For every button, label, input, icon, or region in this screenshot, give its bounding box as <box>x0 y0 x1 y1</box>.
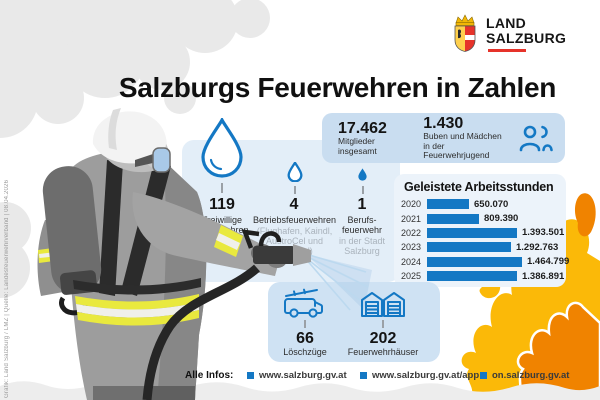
chart-year-label: 2022 <box>401 227 422 238</box>
chart-year-label: 2025 <box>401 271 422 282</box>
chart-value-label: 1.464.799 <box>527 256 570 268</box>
page-title: Salzburgs Feuerwehren in Zahlen <box>118 72 557 103</box>
professional-brigade-label: Berufs- feuerwehr <box>341 215 383 235</box>
footer-link-web-text[interactable]: www.salzburg.gv.at <box>259 370 347 381</box>
chart-bar <box>427 271 517 282</box>
square-bullet-icon <box>480 372 487 379</box>
credit-source-text: Grafik: Land Salzburg / LMZ | Quelle: La… <box>4 179 10 398</box>
tick-line <box>382 320 384 328</box>
chart-year-label: 2023 <box>401 242 422 253</box>
fire-station-icon <box>361 292 405 317</box>
chart-bar <box>427 242 511 253</box>
company-brigade-label: Betriebsfeuerwehren <box>252 215 337 225</box>
engine-label: Löschzüge <box>283 347 327 357</box>
chart-year-label: 2020 <box>401 199 422 210</box>
footer-link-app[interactable]: www.salzburg.gv.at/app <box>360 370 479 381</box>
water-spray-illustration <box>304 253 372 311</box>
chart-bar <box>427 256 522 267</box>
footer-link-app-text[interactable]: www.salzburg.gv.at/app <box>372 370 480 381</box>
chart-row: 2020 650.070 <box>401 197 563 211</box>
water-drop-large-icon <box>201 118 243 178</box>
chart-year-label: 2021 <box>401 213 422 224</box>
logo-line1: LAND <box>486 15 527 31</box>
members-total-label: Mitglieder insgesamt <box>338 136 377 156</box>
station-count: 202 <box>369 330 397 347</box>
water-drop-small-icon <box>358 168 367 181</box>
chart-bar <box>427 227 517 238</box>
footer-link-social-text[interactable]: on.salzburg.gv.at <box>492 370 570 381</box>
chart-bar <box>427 199 469 210</box>
professional-brigade-count: 1 <box>357 196 367 213</box>
chart-value-label: 1.386.891 <box>522 270 565 282</box>
chart-row: 2021 809.390 <box>401 211 563 225</box>
members-total: 17.462 Mitglieder insgesamt <box>338 120 407 156</box>
engine-count: 66 <box>296 330 314 347</box>
volunteer-count: 119 <box>209 196 235 213</box>
footer-label: Alle Infos: <box>185 370 234 381</box>
chart-title: Geleistete Arbeitsstunden <box>404 180 554 194</box>
members-total-value: 17.462 <box>338 120 387 137</box>
square-bullet-icon <box>247 372 254 379</box>
salzburg-coat-of-arms <box>454 14 476 52</box>
logo-wordmark: LAND SALZBURG <box>486 16 566 45</box>
company-brigade-count: 4 <box>289 196 299 213</box>
chart-value-label: 1.292.763 <box>516 241 559 253</box>
chart-value-label: 650.070 <box>474 198 509 210</box>
chart-row: 2023 1.292.763 <box>401 240 563 254</box>
professional-brigade-note: in der Stadt Salzburg <box>338 236 386 256</box>
station-label: Feuerwehrhäuser <box>347 347 419 357</box>
tick-line <box>294 186 296 194</box>
members-youth-value: 1.430 <box>423 115 464 133</box>
tick-line <box>362 186 364 194</box>
firefighter-illustration <box>37 108 311 400</box>
footer-link-web[interactable]: www.salzburg.gv.at <box>247 370 347 381</box>
tick-line <box>304 320 306 328</box>
people-icon <box>519 125 553 152</box>
members-youth: 1.430 Buben und Mädchen in der Feuerwehr… <box>423 115 503 161</box>
chart-row: 2025 1.386.891 <box>401 269 565 283</box>
chart-bar <box>427 213 479 224</box>
members-youth-label: Buben und Mädchen in der Feuerwehrjugend <box>423 131 502 161</box>
members-stats-box: 17.462 Mitglieder insgesamt 1.430 Buben … <box>322 113 565 163</box>
square-bullet-icon <box>360 372 367 379</box>
chart-value-label: 1.393.501 <box>522 227 565 239</box>
chart-value-label: 809.390 <box>484 213 519 225</box>
footer-link-social[interactable]: on.salzburg.gv.at <box>480 370 569 381</box>
logo-line2: SALZBURG <box>486 29 567 46</box>
chart-year-label: 2024 <box>401 256 422 267</box>
water-drop-medium-icon <box>287 162 303 182</box>
tick-line <box>221 183 223 193</box>
hours-bar-chart: 2020 650.070 2021 809.390 2022 1.393.501 2023 1… <box>401 197 569 283</box>
logo-red-underline <box>488 49 526 52</box>
chart-row: 2022 1.393.501 <box>401 226 565 240</box>
fire-truck-icon <box>284 288 324 318</box>
chart-row: 2024 1.464.799 <box>401 255 569 269</box>
